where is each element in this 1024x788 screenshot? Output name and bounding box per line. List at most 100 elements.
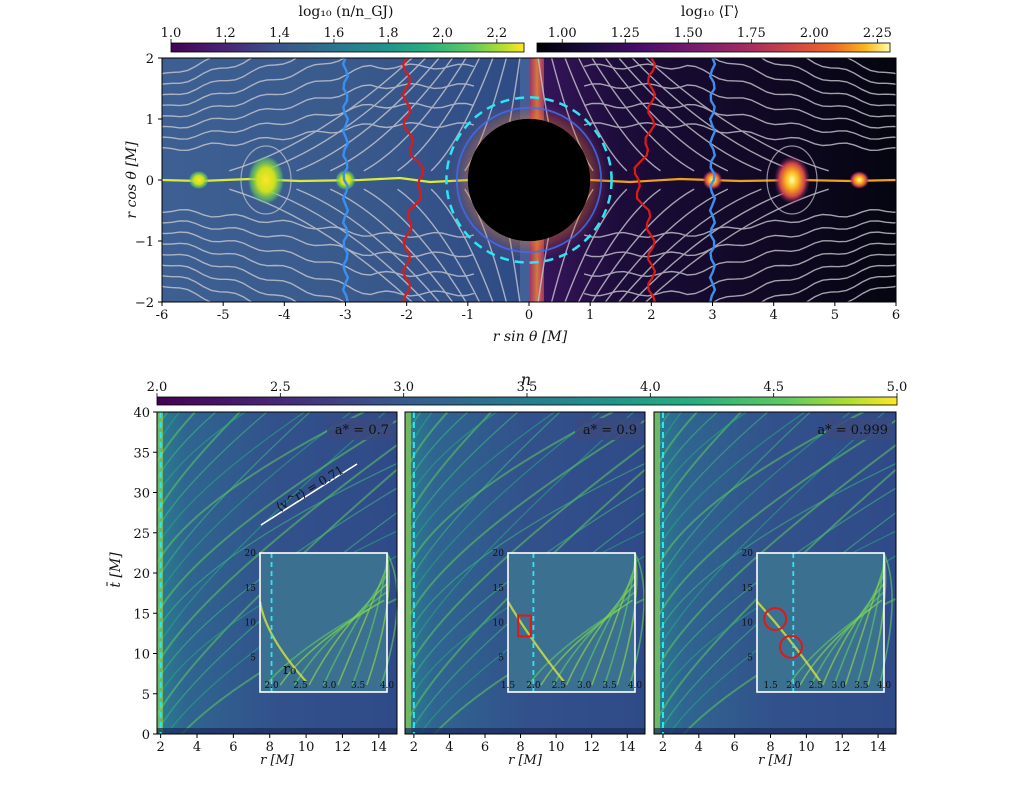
inset-y-tick-label: 5 bbox=[250, 653, 256, 663]
special-curves bbox=[341, 58, 717, 302]
panel-x-tick-label: 8 bbox=[516, 740, 524, 755]
field-line bbox=[805, 58, 896, 86]
colorbar-lorentz-ticks: 1.00 1.25 1.50 1.75 2.00 2.25 bbox=[548, 26, 892, 43]
outflow-streak bbox=[157, 412, 311, 581]
outflow-streak bbox=[157, 444, 397, 666]
field-line bbox=[845, 285, 896, 302]
colorbar-tick-label: 2.25 bbox=[863, 26, 892, 41]
field-line bbox=[604, 58, 729, 172]
outflow-streak bbox=[658, 468, 896, 716]
y-tick-label: 0 bbox=[146, 174, 154, 189]
inset-streak bbox=[293, 591, 388, 686]
outflow-streak bbox=[409, 487, 645, 682]
outflow-streak bbox=[157, 462, 397, 632]
outflow-streak bbox=[157, 487, 397, 682]
field-line bbox=[760, 264, 896, 302]
panel-x-tick-label: 12 bbox=[583, 740, 600, 755]
colorbar-density: log₁₀ (n/n_GJ) 1.0 1.2 1.4 1.6 1.8 2.0 2.2 bbox=[161, 4, 525, 53]
field-line bbox=[162, 231, 475, 278]
x-tick-label: 1 bbox=[586, 308, 594, 323]
top-axis-ticks: -6 -5 -4 -3 -2 -1 0 1 2 3 4 5 6 2 1 0 −1 −2 bbox=[135, 52, 900, 323]
spacetime-panel-2: a* = 0.999 1.5 2.0 2.5 3.0 3.5 4.0 20 15 10 5 2 4 6 8 1… bbox=[653, 411, 897, 755]
inset-streak bbox=[351, 558, 388, 686]
colorbar-density-ticks: 1.0 1.2 1.4 1.6 1.8 2.0 2.2 bbox=[161, 26, 507, 43]
inset-x-tick-label: 2.0 bbox=[264, 681, 279, 691]
field-line bbox=[329, 58, 454, 172]
colorbar-tick-label: 1.25 bbox=[611, 26, 640, 41]
inset: 1.5 2.0 2.5 3.0 3.5 4.0 20 15 10 5 bbox=[493, 549, 645, 693]
colorbar-lorentz: log₁₀ ⟨Γ⟩ 1.00 1.25 1.50 1.75 2.00 2.25 bbox=[536, 4, 892, 53]
colorbar-tick-label: 3.5 bbox=[517, 380, 538, 395]
colorbar-density-label: log₁₀ (n/n_GJ) bbox=[298, 4, 393, 20]
field-line bbox=[577, 58, 661, 172]
inset-streak bbox=[337, 566, 388, 686]
outflow-streak bbox=[409, 419, 645, 615]
inset-y-tick-label: 10 bbox=[245, 619, 257, 629]
panel-x-tick-label: 6 bbox=[229, 740, 237, 755]
inset-x-tick-label: 3.0 bbox=[322, 681, 337, 691]
inset-frame bbox=[756, 552, 885, 693]
field-line bbox=[583, 121, 896, 152]
highlight-circle bbox=[763, 607, 788, 632]
outflow-streak bbox=[157, 468, 397, 716]
outflow-streak bbox=[658, 412, 683, 446]
spin-label: a* = 0.9 bbox=[583, 423, 637, 438]
meridional-heatmap bbox=[162, 58, 896, 302]
spin-label-box bbox=[575, 418, 641, 440]
colorbar-tick-label: 1.2 bbox=[215, 26, 236, 41]
inset-streak bbox=[603, 558, 636, 686]
r0-label: r₀ bbox=[283, 660, 296, 678]
panel-x-tick-label: 8 bbox=[266, 740, 274, 755]
field-line bbox=[583, 220, 896, 258]
outflow-streak bbox=[409, 444, 645, 666]
field-line bbox=[583, 63, 896, 118]
panel-y-tick-label: 30 bbox=[133, 487, 150, 502]
panel-x-tick-label: 4 bbox=[445, 740, 453, 755]
field-line bbox=[162, 208, 475, 239]
x-tick-label: -4 bbox=[278, 308, 291, 323]
outflow-streak bbox=[658, 412, 852, 598]
field-line bbox=[162, 58, 298, 96]
field-line bbox=[430, 188, 494, 302]
outflow-streak bbox=[658, 462, 896, 632]
panel-x-tick-label: 6 bbox=[731, 740, 739, 755]
ergosphere-dashed-circle bbox=[445, 96, 613, 264]
outflow-streak bbox=[409, 412, 519, 530]
x-tick-label: 4 bbox=[770, 308, 778, 323]
outflow-streak bbox=[157, 412, 306, 547]
field-line bbox=[583, 231, 896, 278]
outflow-streak bbox=[409, 412, 469, 480]
outflow-streak bbox=[658, 412, 743, 514]
field-line bbox=[262, 188, 427, 302]
colorbar-tick-label: 1.0 bbox=[161, 26, 182, 41]
field-line bbox=[712, 253, 896, 302]
field-line bbox=[845, 58, 896, 75]
field-line bbox=[162, 102, 475, 140]
outflow-streak bbox=[157, 412, 268, 530]
outflow-streak bbox=[658, 412, 886, 649]
inset-frame bbox=[259, 552, 388, 693]
panel-x-tick-label: 6 bbox=[481, 740, 489, 755]
outflow-streak bbox=[658, 444, 896, 666]
spin-label: a* = 0.999 bbox=[817, 423, 888, 438]
inset: 1.5 2.0 2.5 3.0 3.5 4.0 20 15 10 5 bbox=[742, 549, 893, 693]
outflow-streak bbox=[409, 462, 645, 632]
x-tick-label: 5 bbox=[831, 308, 839, 323]
inset-frame bbox=[507, 552, 636, 693]
inset-y-tick-label: 20 bbox=[245, 549, 257, 559]
outflow-streak bbox=[409, 412, 601, 598]
field-line bbox=[583, 82, 896, 129]
inset-x-tick-label: 3.5 bbox=[602, 681, 617, 691]
field-line bbox=[430, 58, 494, 172]
outflow-streak bbox=[658, 412, 719, 480]
inset-y-tick-label: 15 bbox=[493, 584, 505, 594]
x-tick-label: -2 bbox=[400, 308, 413, 323]
colorbar-tick-label: 2.00 bbox=[800, 26, 829, 41]
outflow-streak bbox=[157, 419, 397, 615]
field-line bbox=[583, 242, 896, 297]
x-tick-label: 2 bbox=[647, 308, 655, 323]
outflow-streak bbox=[157, 412, 352, 598]
field-line bbox=[564, 188, 628, 302]
spacetime-panels: a* = 0.7⟨v^r⟩ = 0.712.0 2.5 3.0 3.5 4.020151… bbox=[133, 406, 897, 755]
field-line bbox=[805, 274, 896, 302]
